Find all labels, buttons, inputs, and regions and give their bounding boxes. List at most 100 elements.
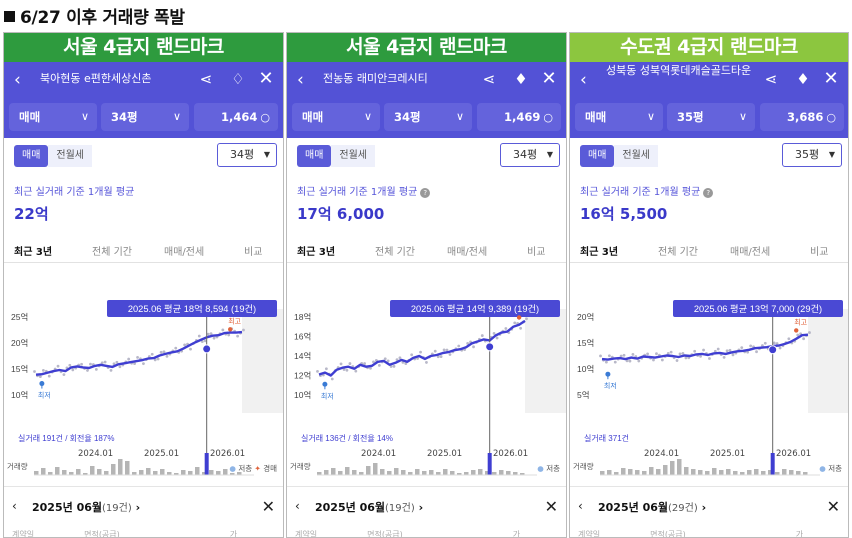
max-marker [516, 315, 522, 320]
tab-period[interactable]: 전체 기간 [375, 247, 415, 258]
help-icon[interactable]: ? [420, 188, 431, 198]
trade-dot [802, 337, 806, 341]
table-column-header: 면적(공급) [650, 530, 686, 538]
prev-month-icon[interactable]: ‹ [295, 499, 300, 513]
volume-bar [803, 472, 808, 475]
tab-period[interactable]: 전체 기간 [92, 247, 132, 258]
volume-bar [429, 470, 434, 475]
close-icon[interactable]: ✕ [544, 497, 558, 516]
panel-banner: 서울 4급지 랜드마크 [287, 33, 566, 62]
tooltip-text: 2025.06 평균 18억 8,594 (19건) [128, 303, 256, 314]
toggle-rent[interactable]: 전월세 [331, 145, 376, 167]
close-icon[interactable]: ✕ [541, 68, 557, 89]
toggle-sale[interactable]: 매매 [580, 145, 615, 167]
min-marker [39, 381, 45, 387]
close-icon[interactable]: ✕ [823, 68, 839, 89]
period-tabs: 최근 3년 전체 기간 매매/전세 비교 [570, 239, 848, 263]
volume-bar [775, 472, 780, 475]
share-icon[interactable]: ⋖ [199, 70, 213, 88]
tab-period[interactable]: 비교 [810, 247, 829, 258]
trade-dot [472, 345, 475, 349]
average-label-row: 최근 실거래 기준 1개월 평균? [297, 183, 431, 198]
tab-period[interactable]: 매매/전세 [447, 247, 488, 258]
tab-period[interactable]: 매매/전세 [730, 247, 771, 258]
trade-dot [142, 362, 145, 366]
volume-bar [345, 467, 350, 475]
trade-dot [377, 363, 381, 367]
size-dropdown[interactable]: 34평 ▼ [500, 143, 560, 167]
deal-type-select[interactable]: 매매 ∨ [292, 103, 380, 131]
trade-dot [395, 358, 399, 362]
bell-icon[interactable]: ♦ [514, 70, 528, 88]
trade-dot [86, 369, 89, 372]
share-icon[interactable]: ⋖ [482, 70, 496, 88]
help-icon[interactable]: ? [703, 188, 714, 198]
trade-dot [33, 370, 36, 373]
close-icon[interactable]: ✕ [261, 497, 275, 516]
max-label: 최고 [228, 316, 241, 325]
toggle-rent[interactable]: 전월세 [614, 145, 659, 167]
trade-dot [103, 360, 107, 364]
size-dropdown[interactable]: 34평 ▼ [217, 143, 277, 167]
volume-bar [118, 459, 123, 475]
trade-dot [436, 355, 440, 359]
trade-dot [392, 364, 396, 368]
volume-bar [733, 471, 738, 475]
size-dropdown[interactable]: 35평 ▼ [782, 143, 842, 167]
back-chevron-icon[interactable]: ‹ [297, 70, 304, 90]
volume-bar [76, 469, 81, 475]
household-count-search[interactable]: 3,686 ○ [760, 103, 844, 131]
trade-dot [221, 328, 225, 332]
tab-period[interactable]: 최근 3년 [580, 247, 619, 258]
period-tabs: 최근 3년 전체 기간 매매/전세 비교 [287, 239, 566, 263]
trade-dot [761, 344, 764, 347]
toggle-sale[interactable]: 매매 [297, 145, 332, 167]
share-icon[interactable]: ⋖ [764, 70, 778, 88]
volume-bar [712, 468, 717, 475]
household-count-search[interactable]: 1,464 ○ [194, 103, 278, 131]
tab-period[interactable]: 매매/전세 [164, 247, 205, 258]
deal-type-select[interactable]: 매매 ∨ [575, 103, 663, 131]
next-month-icon[interactable]: › [414, 501, 424, 514]
tab-period[interactable]: 전체 기간 [658, 247, 698, 258]
future-zone [525, 309, 566, 413]
prev-month-icon[interactable]: ‹ [578, 499, 583, 513]
volume-bar [167, 472, 172, 475]
tab-period[interactable]: 최근 3년 [14, 247, 53, 258]
prev-month-icon[interactable]: ‹ [12, 499, 17, 513]
close-icon[interactable]: ✕ [826, 497, 840, 516]
deal-type-select[interactable]: 매매 ∨ [9, 103, 97, 131]
search-icon: ○ [260, 111, 270, 124]
back-chevron-icon[interactable]: ‹ [580, 70, 587, 90]
trade-dot [669, 350, 673, 354]
table-column-header: 가격 [795, 530, 804, 538]
volume-bar-selected [487, 453, 492, 475]
volume-bar [649, 467, 654, 475]
average-label: 최근 실거래 기준 1개월 평균 [297, 187, 418, 198]
bell-icon[interactable]: ♢ [231, 70, 245, 88]
toggle-sale[interactable]: 매매 [14, 145, 49, 167]
x-tick-label: 2026.01 [776, 449, 812, 459]
trade-dot [740, 346, 744, 350]
tab-period[interactable]: 비교 [244, 247, 263, 258]
filter-bar: 매매 ∨ 34평 ∨ 1,464 ○ [4, 98, 283, 138]
bell-icon[interactable]: ♦ [796, 70, 810, 88]
size-select[interactable]: 34평 ∨ [101, 103, 189, 131]
square-bullet-icon [4, 11, 15, 22]
volume-label: 거래량 [573, 462, 594, 471]
toggle-rent[interactable]: 전월세 [48, 145, 93, 167]
tab-period[interactable]: 최근 3년 [297, 247, 336, 258]
close-icon[interactable]: ✕ [258, 68, 274, 89]
household-count-search[interactable]: 1,469 ○ [477, 103, 561, 131]
trade-dot [439, 355, 443, 358]
back-chevron-icon[interactable]: ‹ [14, 70, 21, 90]
size-select[interactable]: 34평 ∨ [384, 103, 472, 131]
trade-dot [755, 350, 758, 354]
size-select[interactable]: 35평 ∨ [667, 103, 755, 131]
chart-legend: ● 저층 [537, 463, 560, 474]
tab-period[interactable]: 비교 [527, 247, 546, 258]
volume-bar [747, 470, 752, 475]
volume-bar [146, 468, 151, 475]
next-month-icon[interactable]: › [131, 501, 141, 514]
next-month-icon[interactable]: › [697, 501, 707, 514]
